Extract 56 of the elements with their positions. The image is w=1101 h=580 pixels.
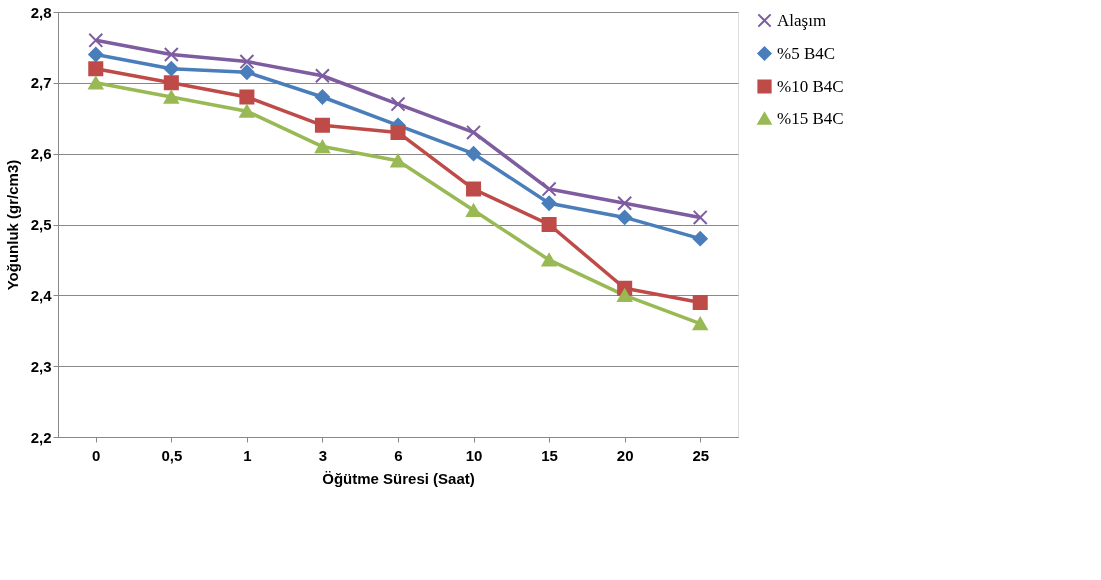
point: [692, 209, 708, 225]
legend-label: Alaşım: [777, 10, 827, 30]
point: [314, 139, 330, 154]
point: [390, 124, 406, 140]
x-tick-label: 3: [318, 446, 328, 464]
point: [541, 216, 557, 233]
point: [466, 203, 482, 217]
point: [617, 209, 633, 225]
x-axis-title: Öğütme Süresi (Saat): [322, 469, 475, 487]
y-tick-label: 2,7: [30, 74, 52, 92]
point: [466, 124, 482, 140]
y-tick-label: 2,5: [30, 216, 52, 233]
x-tick-label: 1: [243, 446, 252, 464]
point: [541, 195, 557, 211]
point: [541, 253, 557, 267]
point: [617, 288, 633, 302]
y-tick-label: 2,6: [30, 145, 52, 163]
point: [314, 68, 330, 84]
point: [239, 104, 255, 118]
y-tick-label: 2,8: [30, 3, 52, 21]
y-tick-label: 2,3: [30, 357, 52, 375]
point: [541, 181, 557, 197]
y-tick-label: 2,2: [30, 428, 52, 446]
point: [692, 231, 708, 247]
point: [239, 64, 255, 80]
legend-label: %5 B4C: [777, 43, 836, 63]
legend-label: %15 B4C: [777, 108, 844, 128]
point: [692, 294, 708, 310]
x-tick-label: 25: [692, 446, 710, 464]
point: [88, 61, 104, 77]
point: [314, 117, 330, 133]
x-tick-label: 0: [92, 446, 101, 464]
point: [466, 181, 482, 197]
x-tick-label: 15: [541, 446, 558, 464]
point: [88, 46, 104, 63]
x-tick-label: 0,5: [161, 446, 183, 464]
point: [390, 96, 406, 112]
point: [88, 32, 104, 48]
point: [314, 89, 330, 105]
point: [390, 154, 406, 168]
point: [239, 89, 255, 105]
x-tick-label: 6: [394, 446, 403, 464]
point: [692, 317, 708, 331]
point: [163, 75, 179, 91]
point: [163, 90, 179, 104]
y-tick-label: 2,4: [30, 286, 53, 304]
x-tick-label: 10: [465, 446, 483, 464]
y-axis-title: Yoğunluk (gr/cm3): [3, 159, 21, 291]
legend-label: %10 B4C: [777, 76, 844, 96]
point: [466, 146, 482, 162]
x-tick-label: 20: [616, 446, 634, 464]
point: [239, 54, 255, 70]
point: [163, 46, 179, 63]
point: [163, 61, 179, 77]
point: [88, 76, 104, 90]
point: [617, 195, 633, 211]
